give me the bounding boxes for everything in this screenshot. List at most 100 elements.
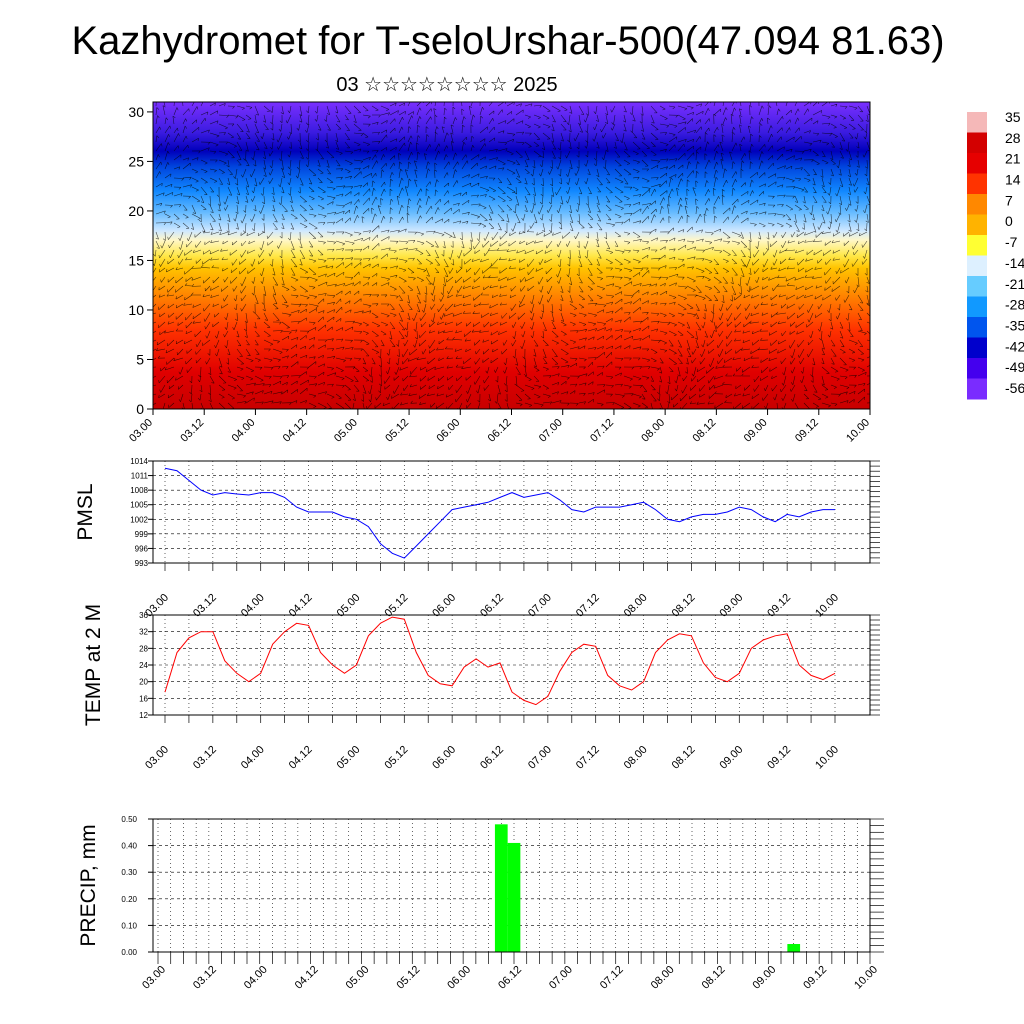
precip-bar [507, 842, 521, 952]
y-tick-label: 20 [128, 203, 144, 219]
x-tick-label: 03.12 [191, 744, 219, 772]
colorbar-swatch [967, 276, 987, 297]
x-tick-label: 07.00 [537, 417, 565, 445]
y-tick-label: 20 [139, 678, 148, 687]
colorbar-label: 14 [1005, 172, 1021, 188]
colorbar-swatch [967, 358, 987, 379]
y-tick-label: 28 [139, 644, 148, 653]
x-tick-label: 08.12 [700, 964, 728, 992]
y-tick-label: 1011 [131, 472, 149, 481]
y-tick-label: 16 [139, 694, 148, 703]
x-tick-label: 08.12 [691, 417, 719, 445]
colorbar-label: 7 [1005, 192, 1013, 208]
x-tick-label: 03.00 [143, 744, 171, 772]
colorbar-swatch [967, 235, 987, 256]
x-tick-label: 06.12 [496, 964, 524, 992]
colorbar-swatch [967, 255, 987, 277]
heat-maximum-2 [372, 312, 448, 409]
y-tick-label: 36 [139, 611, 148, 620]
x-tick-label: 08.00 [649, 964, 677, 992]
y-axis-label: TEMP at 2 M [82, 604, 105, 726]
colorbar-label: 0 [1005, 213, 1013, 229]
x-tick-label: 07.00 [526, 744, 554, 772]
y-tick-label: 996 [135, 544, 149, 553]
colorbar-swatch [967, 317, 987, 338]
x-tick-label: 09.00 [750, 964, 778, 992]
x-tick-label: 04.00 [230, 417, 258, 445]
colorbar-label: -7 [1005, 234, 1018, 250]
colorbar-swatch [967, 153, 987, 174]
x-tick-label: 07.00 [547, 964, 575, 992]
colorbar-swatch [967, 132, 987, 154]
y-tick-label: 0.00 [121, 948, 137, 957]
y-tick-label: 999 [135, 530, 149, 539]
x-tick-label: 05.00 [332, 417, 360, 445]
x-tick-label: 05.12 [382, 744, 410, 772]
y-tick-label: 0.40 [121, 842, 137, 851]
cross-section-panel: 0 5 10 15 20 25 30 03.00 03.12 04.00 04.12 05.00 05… [127, 101, 872, 445]
colorbar-label: 28 [1005, 130, 1021, 146]
x-tick-label: 07.12 [574, 744, 602, 772]
x-tick-label: 03.00 [140, 964, 168, 992]
x-tick-label: 04.12 [287, 744, 315, 772]
x-tick-label: 05.12 [383, 417, 411, 445]
y-tick-label: 0 [136, 401, 144, 417]
y-tick-label: 25 [128, 153, 144, 169]
x-tick-label: 07.12 [588, 417, 616, 445]
wind-vector-field [153, 102, 870, 409]
wind-barbs [153, 102, 870, 409]
y-tick-label: 24 [139, 661, 148, 670]
colorbar-swatch [967, 214, 987, 236]
colorbar-label: 21 [1005, 151, 1021, 167]
x-tick-label: 09.12 [765, 744, 793, 772]
x-tick-label: 03.12 [191, 964, 219, 992]
colorbar-label: -56 [1005, 380, 1024, 396]
x-tick-label: 06.00 [445, 964, 473, 992]
y-tick-label: 0.20 [121, 895, 137, 904]
y-axis-label: PRECIP, mm [77, 824, 100, 946]
y-tick-label: 32 [139, 628, 148, 637]
x-tick-label: 03.12 [178, 417, 206, 445]
colorbar-swatch [967, 173, 987, 195]
colorbar-swatch [967, 337, 987, 359]
heat-maximum-1 [258, 362, 358, 409]
colorbar-swatch [967, 194, 987, 215]
x-tick-label: 07.12 [598, 964, 626, 992]
x-tick-label: 04.12 [281, 417, 309, 445]
x-tick-label: 10.00 [813, 744, 841, 772]
x-tick-label: 09.12 [793, 417, 821, 445]
x-tick-label: 10.00 [844, 417, 872, 445]
y-tick-label: 993 [135, 559, 149, 568]
x-tick-label: 08.00 [622, 744, 650, 772]
colorbar-label: -35 [1005, 317, 1024, 333]
x-tick-label: 09.00 [742, 417, 770, 445]
x-tick-label: 05.00 [335, 744, 363, 772]
x-tick-label: 06.12 [486, 417, 514, 445]
y-tick-label: 1005 [130, 501, 148, 510]
x-tick-label: 09.00 [717, 744, 745, 772]
y-tick-label: 0.50 [121, 815, 137, 824]
colorbar-swatch [967, 296, 987, 318]
precip-bar [787, 944, 801, 952]
x-tick-label: 10.00 [852, 964, 880, 992]
y-tick-label: 15 [128, 252, 144, 268]
x-tick-label: 04.00 [242, 964, 270, 992]
plot-frame [152, 460, 871, 564]
colorbar-label: 35 [1005, 109, 1021, 125]
x-tick-label: 06.00 [434, 417, 462, 445]
y-tick-label: 1014 [130, 457, 148, 466]
pmsl-series-line [164, 467, 835, 559]
x-tick-label: 06.12 [478, 744, 506, 772]
colorbar-label: -28 [1005, 297, 1024, 313]
colorbar-swatch [967, 112, 987, 133]
x-tick-label: 09.12 [801, 964, 829, 992]
colorbar-label: -14 [1005, 255, 1024, 271]
colorbar-swatch [967, 378, 987, 400]
chart-subtitle: 03 ☆☆☆☆☆☆☆☆ 2025 [336, 74, 557, 96]
y-tick-label: 10 [128, 302, 144, 318]
colorbar-label: -21 [1005, 276, 1024, 292]
colorbar-label: -42 [1005, 338, 1024, 354]
y-tick-label: 12 [139, 711, 148, 720]
